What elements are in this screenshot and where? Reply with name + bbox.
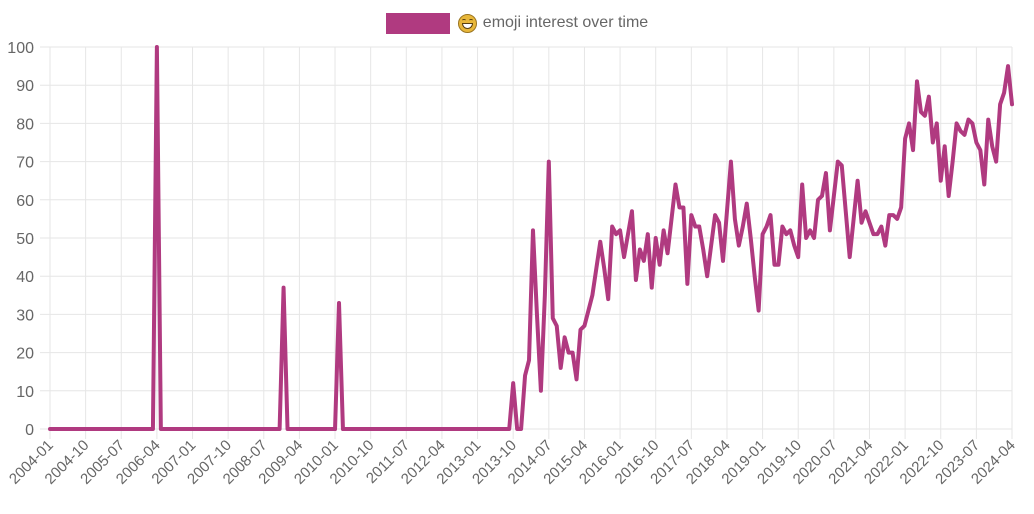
- x-axis: 2004-012004-102005-072006-042007-012007-…: [6, 437, 1019, 488]
- y-tick-label: 60: [16, 193, 34, 210]
- grinning-squinting-face-emoji-icon: [457, 13, 477, 33]
- y-tick-label: 40: [16, 269, 34, 286]
- y-tick-label: 20: [16, 346, 34, 363]
- legend-color-swatch[interactable]: [385, 12, 450, 34]
- y-tick-label: 90: [16, 78, 34, 95]
- y-tick-label: 30: [16, 307, 34, 324]
- y-tick-label: 10: [16, 384, 34, 401]
- y-tick-label: 70: [16, 155, 34, 172]
- y-tick-label: 100: [7, 40, 34, 57]
- series-line: [48, 45, 1014, 431]
- y-tick-label: 80: [16, 116, 34, 133]
- y-tick-label: 50: [16, 231, 34, 248]
- y-axis: 0 10 20 30 40 50 60 70 80 90 100: [7, 40, 34, 439]
- legend-label: emoji interest over time: [482, 14, 649, 31]
- y-tick-label: 0: [25, 422, 34, 439]
- chart-legend[interactable]: emoji interest over time: [0, 11, 1034, 35]
